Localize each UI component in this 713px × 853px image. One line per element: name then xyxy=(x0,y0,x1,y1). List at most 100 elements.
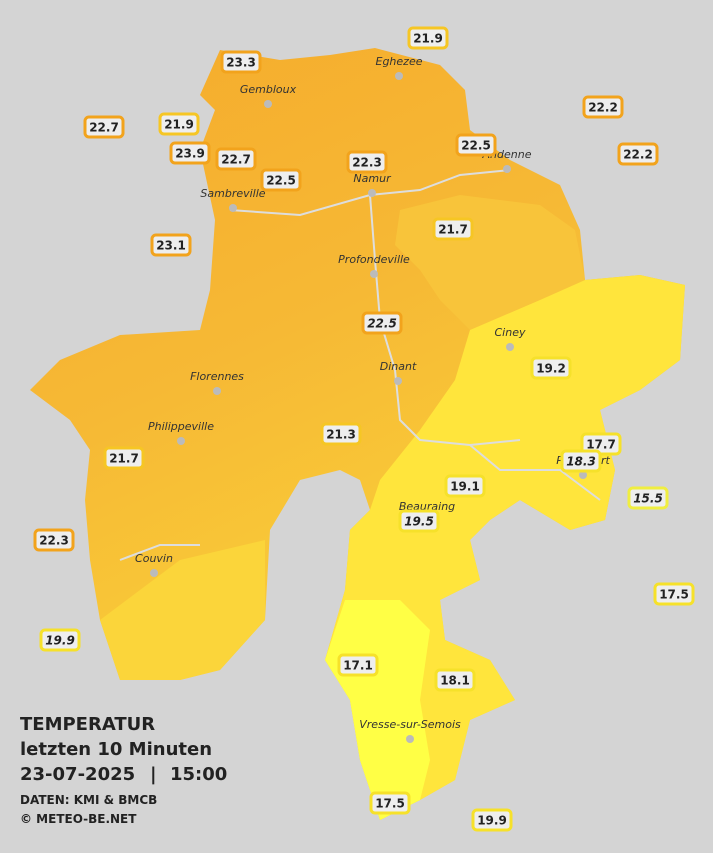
town-dot xyxy=(503,165,511,173)
station-box xyxy=(530,356,572,380)
station-box xyxy=(407,26,449,50)
town-dot xyxy=(368,189,376,197)
station-value: 15.5 xyxy=(633,492,663,506)
station-value: 21.7 xyxy=(109,452,139,466)
station-value: 17.1 xyxy=(343,659,373,673)
station: 19.5 xyxy=(398,509,440,533)
station: 17.1 xyxy=(337,653,379,677)
station-box xyxy=(653,582,695,606)
station-box xyxy=(398,509,440,533)
station: 22.3 xyxy=(346,150,388,174)
town-label: Profondeville xyxy=(338,253,410,266)
station-value: 22.5 xyxy=(367,317,397,331)
town-dot xyxy=(579,471,587,479)
town-label: Gembloux xyxy=(240,83,297,96)
station-value: 17.7 xyxy=(586,438,616,452)
station-box xyxy=(444,474,486,498)
station-box xyxy=(471,808,513,832)
station-box xyxy=(220,50,262,74)
station: 23.1 xyxy=(150,233,192,257)
station: 19.9 xyxy=(471,808,513,832)
station-box xyxy=(346,150,388,174)
station-value: 21.3 xyxy=(326,428,356,442)
station-value: 22.7 xyxy=(89,121,119,135)
station-value: 19.5 xyxy=(404,515,434,529)
station-box xyxy=(215,147,257,171)
station-box xyxy=(169,141,211,165)
town-dot xyxy=(394,377,402,385)
station-box xyxy=(150,233,192,257)
station: 19.9 xyxy=(39,628,81,652)
town-dot xyxy=(229,204,237,212)
station-value: 23.1 xyxy=(156,239,186,253)
legend-subtitle: letzten 10 Minuten xyxy=(20,739,212,760)
station: 22.5 xyxy=(260,168,302,192)
station-value: 22.3 xyxy=(39,534,69,548)
station: 19.2 xyxy=(530,356,572,380)
station-value: 19.9 xyxy=(45,634,75,648)
station-box xyxy=(39,628,81,652)
station-value: 22.5 xyxy=(266,174,296,188)
station-value: 19.1 xyxy=(450,480,480,494)
station-value: 23.3 xyxy=(226,56,256,70)
station-value: 17.5 xyxy=(375,797,405,811)
station-box xyxy=(260,168,302,192)
zone-yellow-west xyxy=(100,540,265,680)
station-value: 22.2 xyxy=(623,148,653,162)
town-dot xyxy=(177,437,185,445)
station-box xyxy=(369,791,411,815)
station: 22.7 xyxy=(215,147,257,171)
station-value: 18.3 xyxy=(566,455,596,469)
town-dot xyxy=(264,100,272,108)
station: 22.7 xyxy=(83,115,125,139)
station: 21.7 xyxy=(432,217,474,241)
town-label: Couvin xyxy=(135,552,173,565)
station-value: 23.9 xyxy=(175,147,205,161)
station: 23.3 xyxy=(220,50,262,74)
station: 18.3 xyxy=(560,449,602,473)
station-box xyxy=(432,217,474,241)
station: 21.7 xyxy=(103,446,145,470)
station: 22.2 xyxy=(582,95,624,119)
town-label: Dinant xyxy=(380,360,417,373)
station: 19.1 xyxy=(444,474,486,498)
station-value: 19.9 xyxy=(477,814,507,828)
station: 18.1 xyxy=(434,668,476,692)
station-box xyxy=(560,449,602,473)
station: 21.9 xyxy=(158,112,200,136)
station-box xyxy=(320,422,362,446)
station-box xyxy=(582,95,624,119)
town-dot xyxy=(150,569,158,577)
station: 17.5 xyxy=(369,791,411,815)
station: 15.5 xyxy=(627,486,669,510)
town-dot xyxy=(406,735,414,743)
legend-date: 23-07-2025 xyxy=(20,764,135,785)
river xyxy=(119,169,601,561)
station-box xyxy=(434,668,476,692)
station-value: 22.3 xyxy=(352,156,382,170)
town-dot xyxy=(395,72,403,80)
station-value: 22.2 xyxy=(588,101,618,115)
station-value: 21.7 xyxy=(438,223,468,237)
station: 22.5 xyxy=(455,133,497,157)
station-value: 21.9 xyxy=(413,32,443,46)
town-label: Philippeville xyxy=(148,420,214,433)
station: 22.2 xyxy=(617,142,659,166)
town-dot xyxy=(370,270,378,278)
legend-separator: | xyxy=(150,764,157,785)
station-value: 22.7 xyxy=(221,153,251,167)
station-value: 17.5 xyxy=(659,588,689,602)
station-value: 19.2 xyxy=(536,362,566,376)
town-dot xyxy=(506,343,514,351)
zone-bright xyxy=(325,600,430,820)
station-value: 21.9 xyxy=(164,118,194,132)
town-dot xyxy=(213,387,221,395)
station: 22.3 xyxy=(33,528,75,552)
town-label: Florennes xyxy=(190,370,244,383)
station: 22.5 xyxy=(361,311,403,335)
station-box xyxy=(617,142,659,166)
station-box xyxy=(627,486,669,510)
station-box xyxy=(361,311,403,335)
station-box xyxy=(83,115,125,139)
